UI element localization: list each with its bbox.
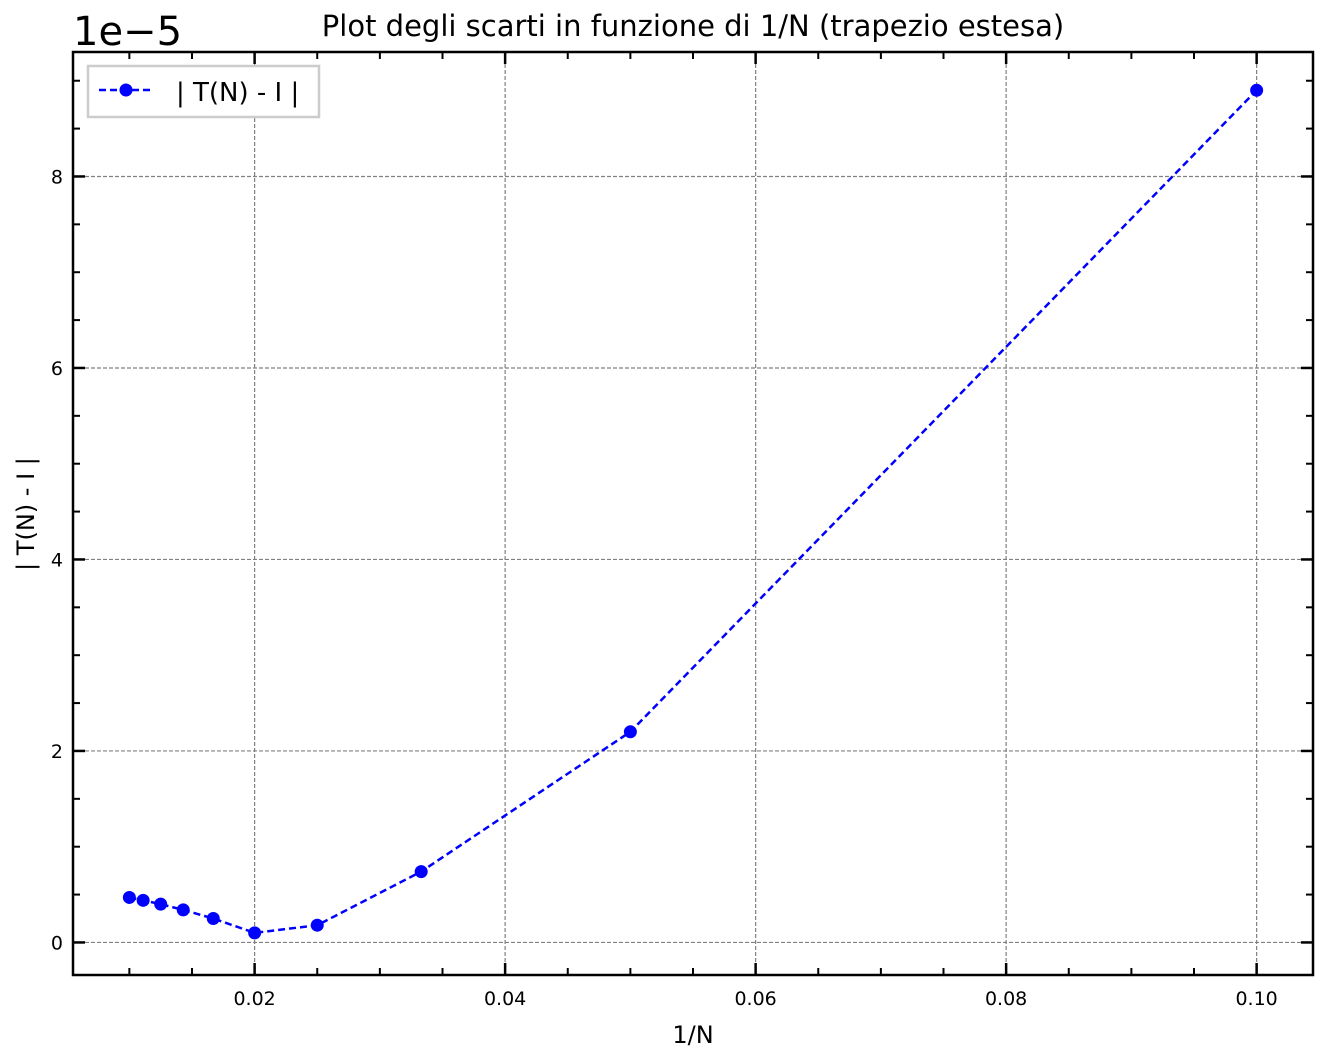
data-point <box>1250 83 1264 97</box>
data-point <box>310 918 324 932</box>
data-point <box>414 865 428 879</box>
grid <box>73 52 1313 975</box>
data-point <box>176 903 190 917</box>
x-tick-label: 0.04 <box>484 988 526 1010</box>
legend: | T(N) - I | <box>86 64 321 119</box>
axis-ticks: 0.02 0.04 0.06 0.08 0.10 0 2 4 6 8 <box>51 52 1313 1010</box>
data-point <box>122 890 136 904</box>
chart-title: Plot degli scarti in funzione di 1/N (tr… <box>322 9 1064 43</box>
y-tick-label: 8 <box>51 166 63 188</box>
y-tick-label: 2 <box>51 741 63 763</box>
legend-label: | T(N) - I | <box>176 78 299 108</box>
data-point <box>248 926 262 940</box>
data-point <box>623 725 637 739</box>
x-tick-label: 0.10 <box>1235 988 1277 1010</box>
data-point <box>136 893 150 907</box>
y-axis-label: | T(N) - I | <box>12 457 40 571</box>
y-tick-label: 4 <box>51 549 63 571</box>
legend-marker-sample <box>119 83 133 97</box>
x-tick-label: 0.02 <box>233 988 275 1010</box>
y-tick-label: 0 <box>51 932 63 954</box>
series-layer <box>122 83 1264 940</box>
x-tick-label: 0.06 <box>734 988 776 1010</box>
plot-frame <box>71 50 1315 977</box>
x-axis-label: 1/N <box>672 1021 713 1049</box>
y-offset-label: 1e−5 <box>73 9 182 55</box>
data-point <box>154 897 168 911</box>
series-line <box>129 89 1258 935</box>
y-tick-label: 6 <box>51 358 63 380</box>
x-tick-label: 0.08 <box>985 988 1027 1010</box>
data-point <box>206 912 220 926</box>
